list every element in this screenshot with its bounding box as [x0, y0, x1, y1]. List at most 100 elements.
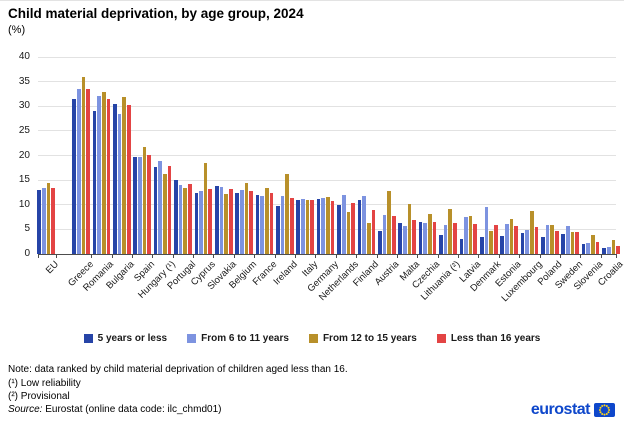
y-tick-label-35: 35	[18, 75, 30, 87]
bar	[561, 233, 566, 254]
bar	[228, 189, 233, 254]
note-low-reliability: (¹) Low reliability	[8, 378, 81, 389]
bar-group-France	[255, 57, 274, 254]
source-text: Eurostat (online data code: ilc_chmd01)	[45, 404, 222, 415]
bar	[529, 211, 534, 254]
bar	[541, 236, 545, 254]
y-tick-label-5: 5	[24, 223, 30, 235]
legend-item: Less than 16 years	[436, 333, 541, 344]
x-tick	[478, 254, 480, 258]
bar	[525, 230, 529, 254]
x-axis-line	[38, 254, 616, 255]
bar	[453, 223, 457, 254]
legend-label: From 12 to 15 years	[322, 333, 417, 344]
bar	[147, 154, 151, 254]
bar	[606, 246, 611, 254]
bar	[167, 165, 172, 254]
gridline-20	[38, 155, 616, 156]
bar	[122, 97, 126, 254]
bar	[493, 225, 498, 254]
x-tick	[111, 254, 113, 258]
bar-group-Belgium	[235, 57, 253, 254]
bar	[310, 200, 315, 254]
legend-swatch-icon	[308, 334, 318, 343]
x-tick	[519, 254, 521, 258]
source-label: Source:	[8, 404, 43, 415]
x-tick	[396, 254, 398, 258]
bar	[428, 213, 432, 254]
bar	[86, 89, 90, 254]
bar	[570, 231, 575, 254]
bar	[382, 215, 387, 254]
bar-group-Italy	[296, 57, 315, 254]
legend-swatch-icon	[187, 334, 197, 343]
bar	[244, 183, 249, 254]
bar	[337, 204, 341, 254]
bar	[432, 222, 437, 254]
bar	[138, 156, 142, 254]
x-tick	[539, 254, 541, 258]
bar	[208, 188, 213, 254]
bar	[158, 160, 163, 254]
bar	[255, 194, 260, 254]
y-tick-label-20: 20	[18, 149, 30, 161]
bar	[219, 187, 224, 254]
legend-label: From 6 to 11 years	[201, 333, 289, 344]
eu-flag-icon	[594, 403, 615, 417]
y-tick-label-30: 30	[18, 100, 30, 112]
bar-group-Netherlands	[337, 57, 355, 254]
gridline-35	[38, 81, 616, 83]
bar	[264, 188, 269, 254]
x-tick	[315, 254, 317, 258]
bar	[235, 192, 239, 254]
bar	[305, 199, 310, 254]
bar	[500, 236, 504, 254]
bar-group-Croatia	[602, 57, 620, 254]
bar	[330, 200, 335, 254]
bar	[403, 225, 407, 254]
bar	[37, 189, 41, 254]
x-tick	[56, 254, 58, 258]
bar	[133, 156, 137, 254]
bar	[473, 224, 478, 254]
bar	[153, 166, 158, 254]
bar-group-Sweden	[561, 57, 580, 254]
bar	[387, 190, 391, 254]
bar	[366, 223, 371, 254]
bar	[357, 199, 362, 254]
x-tick	[498, 254, 500, 258]
bar	[550, 225, 554, 254]
bar	[214, 186, 219, 254]
bar	[301, 199, 305, 254]
bar	[439, 235, 443, 254]
bar-group-Austria	[377, 57, 396, 254]
bar-group-Germany	[316, 57, 335, 254]
bar	[269, 192, 274, 254]
bar	[296, 199, 301, 254]
bar	[514, 226, 518, 254]
bar	[276, 205, 280, 254]
note-provisional: (²) Provisional	[8, 391, 70, 402]
bar-group-Poland	[541, 57, 559, 254]
x-tick	[417, 254, 419, 258]
bar-group-Cyprus	[194, 57, 213, 254]
bar	[224, 193, 228, 254]
y-tick-label-25: 25	[18, 124, 30, 136]
bar	[555, 230, 559, 254]
bar	[72, 98, 76, 254]
bar	[46, 183, 51, 254]
y-tick-label-40: 40	[18, 51, 30, 62]
bar	[280, 195, 285, 254]
bar	[194, 192, 199, 254]
bar-group-Luxembourg	[520, 57, 539, 254]
bar	[203, 162, 208, 254]
bar	[76, 89, 81, 254]
legend-label: Less than 16 years	[450, 333, 541, 344]
x-tick	[295, 254, 297, 258]
bar	[602, 248, 606, 254]
bar	[464, 217, 468, 254]
bar	[616, 245, 620, 254]
bar-group-Ireland	[276, 57, 294, 254]
bar	[351, 202, 355, 254]
